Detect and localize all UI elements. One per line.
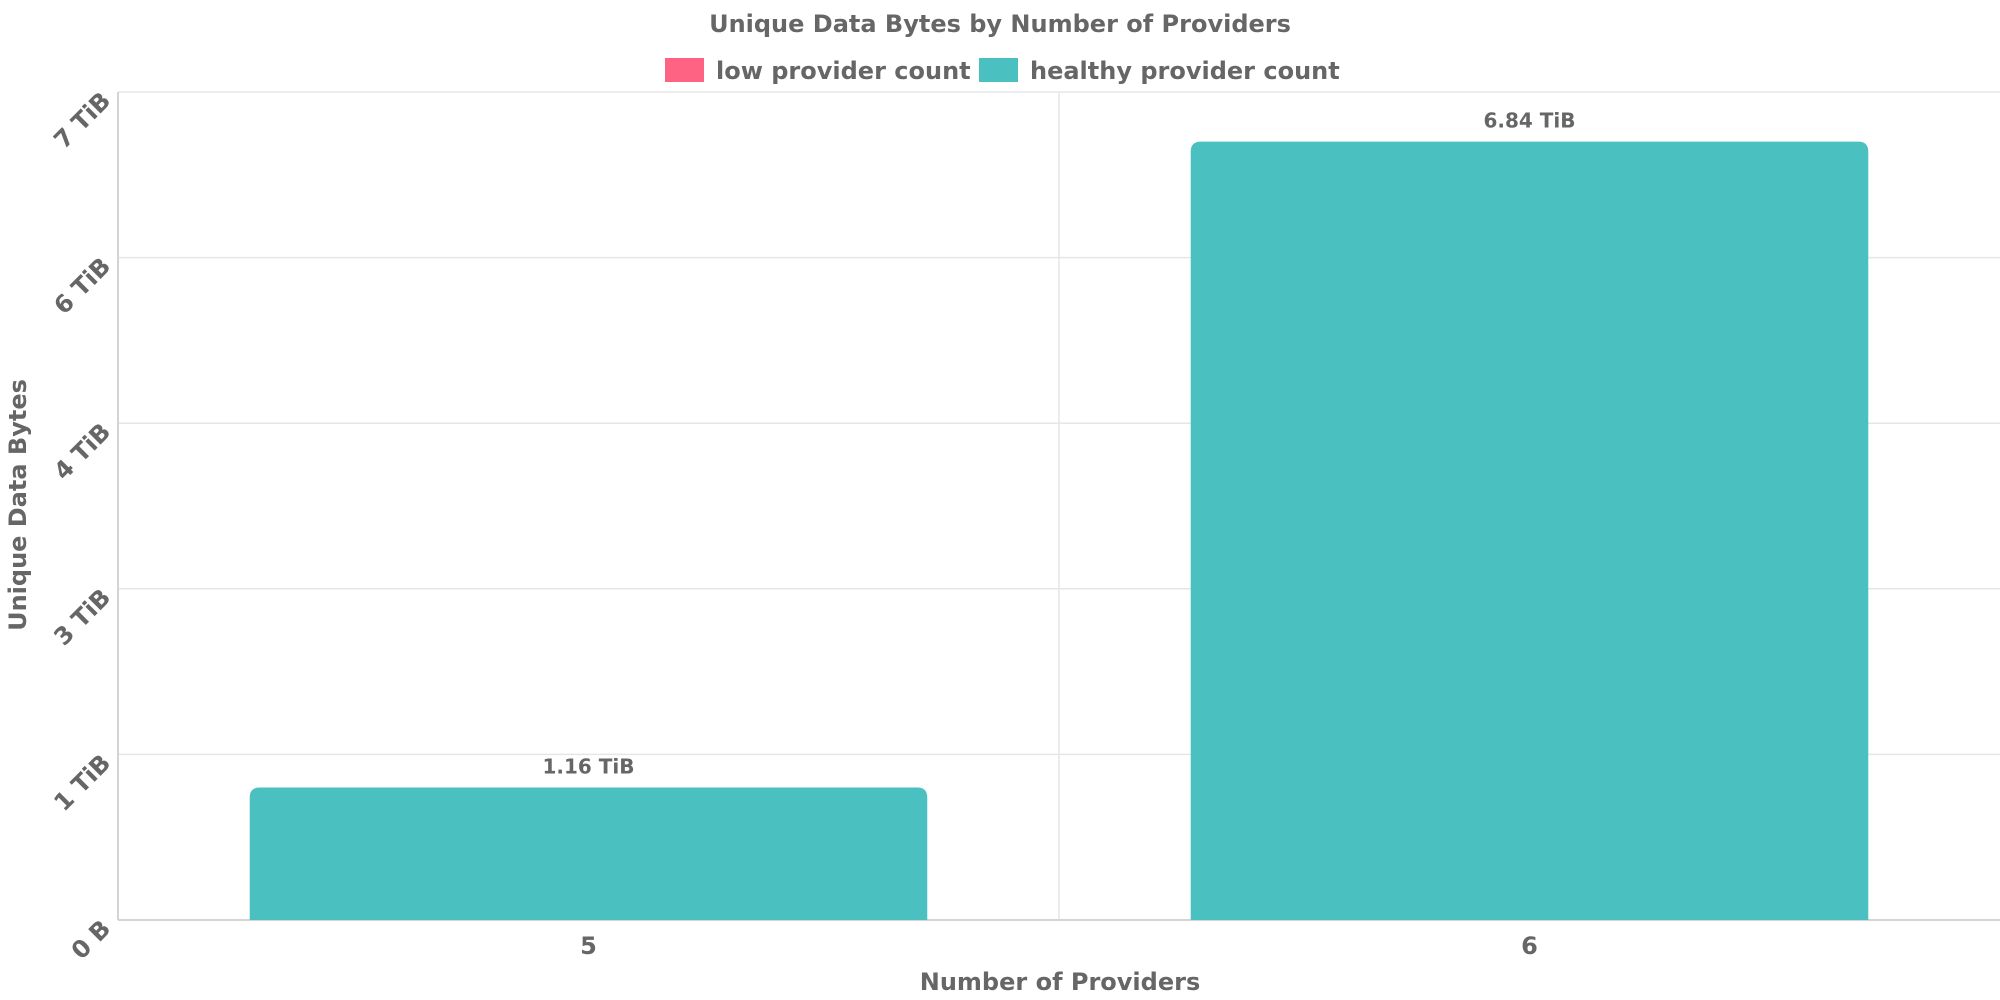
y-tick-label: 6 TiB bbox=[48, 252, 116, 320]
y-tick-label: 1 TiB bbox=[48, 749, 116, 817]
legend-label: healthy provider count bbox=[1030, 57, 1340, 85]
y-tick-label: 7 TiB bbox=[48, 86, 116, 154]
legend: low provider count healthy provider coun… bbox=[665, 57, 1340, 85]
bar-5[interactable] bbox=[249, 787, 928, 920]
y-axis-title: Unique Data Bytes bbox=[4, 379, 32, 631]
x-tick-label: 5 bbox=[580, 932, 597, 960]
legend-item-healthy-provider-count[interactable]: healthy provider count bbox=[979, 57, 1340, 85]
x-tick-label: 6 bbox=[1521, 932, 1538, 960]
data-labels: 1.16 TiB 6.84 TiB bbox=[542, 109, 1575, 779]
x-axis-title: Number of Providers bbox=[920, 968, 1200, 996]
y-axis-ticks: 0 B 1 TiB 3 TiB 4 TiB 6 TiB 7 TiB bbox=[48, 86, 116, 964]
legend-item-low-provider-count[interactable]: low provider count bbox=[665, 57, 971, 85]
bars bbox=[249, 141, 1869, 920]
legend-swatch bbox=[665, 58, 704, 82]
data-label: 1.16 TiB bbox=[542, 755, 634, 779]
y-tick-label: 0 B bbox=[66, 914, 116, 964]
chart-title: Unique Data Bytes by Number of Providers bbox=[709, 10, 1291, 38]
legend-swatch bbox=[979, 58, 1018, 82]
legend-label: low provider count bbox=[716, 57, 971, 85]
data-label: 6.84 TiB bbox=[1483, 109, 1575, 133]
bar-6[interactable] bbox=[1190, 141, 1869, 920]
y-tick-label: 4 TiB bbox=[48, 418, 116, 486]
y-tick-label: 3 TiB bbox=[48, 583, 116, 651]
